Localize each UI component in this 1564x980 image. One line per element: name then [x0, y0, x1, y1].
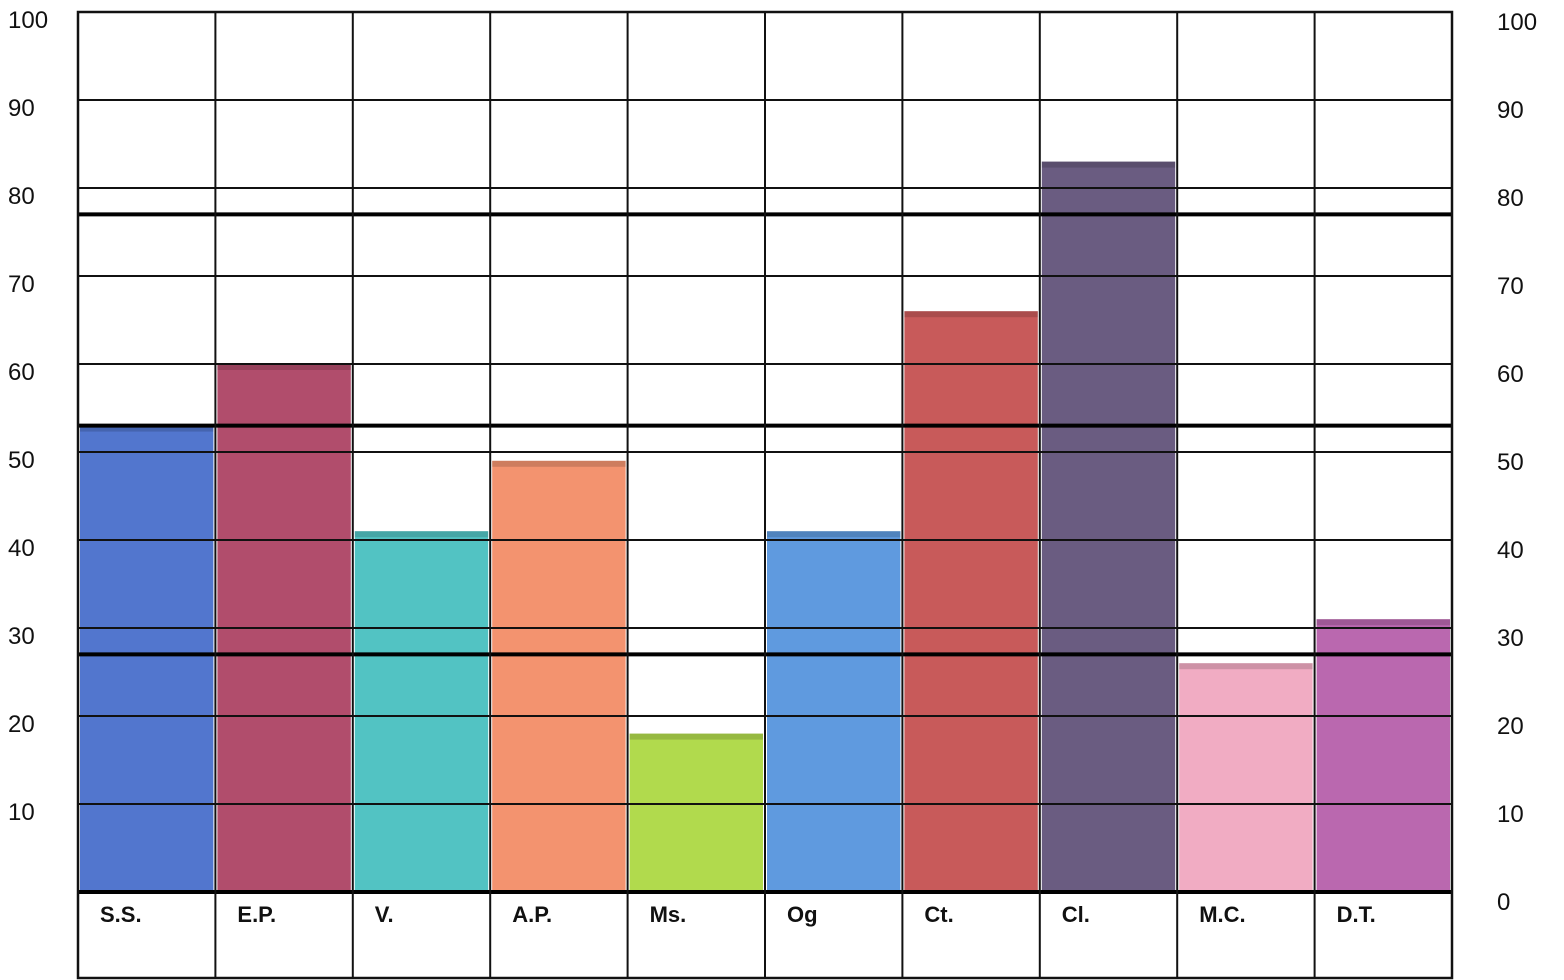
bar-top-edge [217, 364, 351, 370]
bar-top-edge [492, 460, 626, 467]
bar-top-edge [1316, 619, 1450, 626]
category-label: Cl. [1062, 902, 1090, 927]
category-label: Ct. [924, 902, 953, 927]
bar-top-edge [629, 733, 763, 740]
bar-mc [1179, 663, 1313, 892]
y-tick-right: 10 [1497, 801, 1524, 828]
y-tick-left: 20 [8, 711, 35, 738]
category-label: S.S. [100, 902, 142, 927]
y-tick-right: 30 [1497, 625, 1524, 652]
y-tick-right: 80 [1497, 185, 1524, 212]
bar-top-edge [904, 311, 1038, 318]
y-tick-left: 50 [8, 447, 35, 474]
category-label: M.C. [1199, 902, 1245, 927]
category-label: E.P. [237, 902, 276, 927]
bar-og [767, 531, 901, 892]
y-tick-left: 90 [8, 95, 35, 122]
y-tick-left: 70 [8, 271, 35, 298]
y-tick-right: 20 [1497, 713, 1524, 740]
y-tick-right: 40 [1497, 537, 1524, 564]
y-tick-left: 40 [8, 535, 35, 562]
bar-cl [1041, 161, 1176, 893]
y-tick-right: 100 [1497, 9, 1537, 36]
y-tick-right: 60 [1497, 361, 1524, 388]
category-label: Og [787, 902, 818, 927]
chart-frame [76, 10, 1454, 980]
category-label: A.P. [512, 902, 552, 927]
y-tick-left: 100 [8, 7, 48, 34]
vertical-gridlines [214, 12, 1316, 978]
bar-top-edge [1041, 161, 1176, 168]
y-tick-right: 0 [1497, 889, 1510, 916]
bar-top-edge [80, 425, 214, 432]
y-tick-left: 30 [8, 623, 35, 650]
bar-dt [1316, 619, 1450, 892]
bar-top-edge [354, 531, 489, 538]
bar-top-edge [1179, 663, 1313, 670]
bar-v [354, 531, 489, 892]
bar-ss [80, 425, 214, 892]
y-tick-left: 10 [8, 799, 35, 826]
y-tick-right: 70 [1497, 273, 1524, 300]
y-tick-right: 90 [1497, 97, 1524, 124]
y-tick-right: 50 [1497, 449, 1524, 476]
category-label: Ms. [650, 902, 687, 927]
bar-ms [629, 733, 763, 892]
category-label: D.T. [1337, 902, 1376, 927]
bar-ap [492, 460, 626, 892]
category-labels: S.S. E.P. V. A.P. Ms. Og Ct. Cl. M.C. D.T. [100, 902, 1376, 927]
y-axis-left-ticks: 100 90 80 70 60 50 40 30 20 10 [8, 7, 48, 826]
bar-top-edge [767, 531, 901, 538]
bar-ct [904, 311, 1038, 892]
y-tick-left: 80 [8, 183, 35, 210]
category-label: V. [375, 902, 394, 927]
y-tick-left: 60 [8, 359, 35, 386]
